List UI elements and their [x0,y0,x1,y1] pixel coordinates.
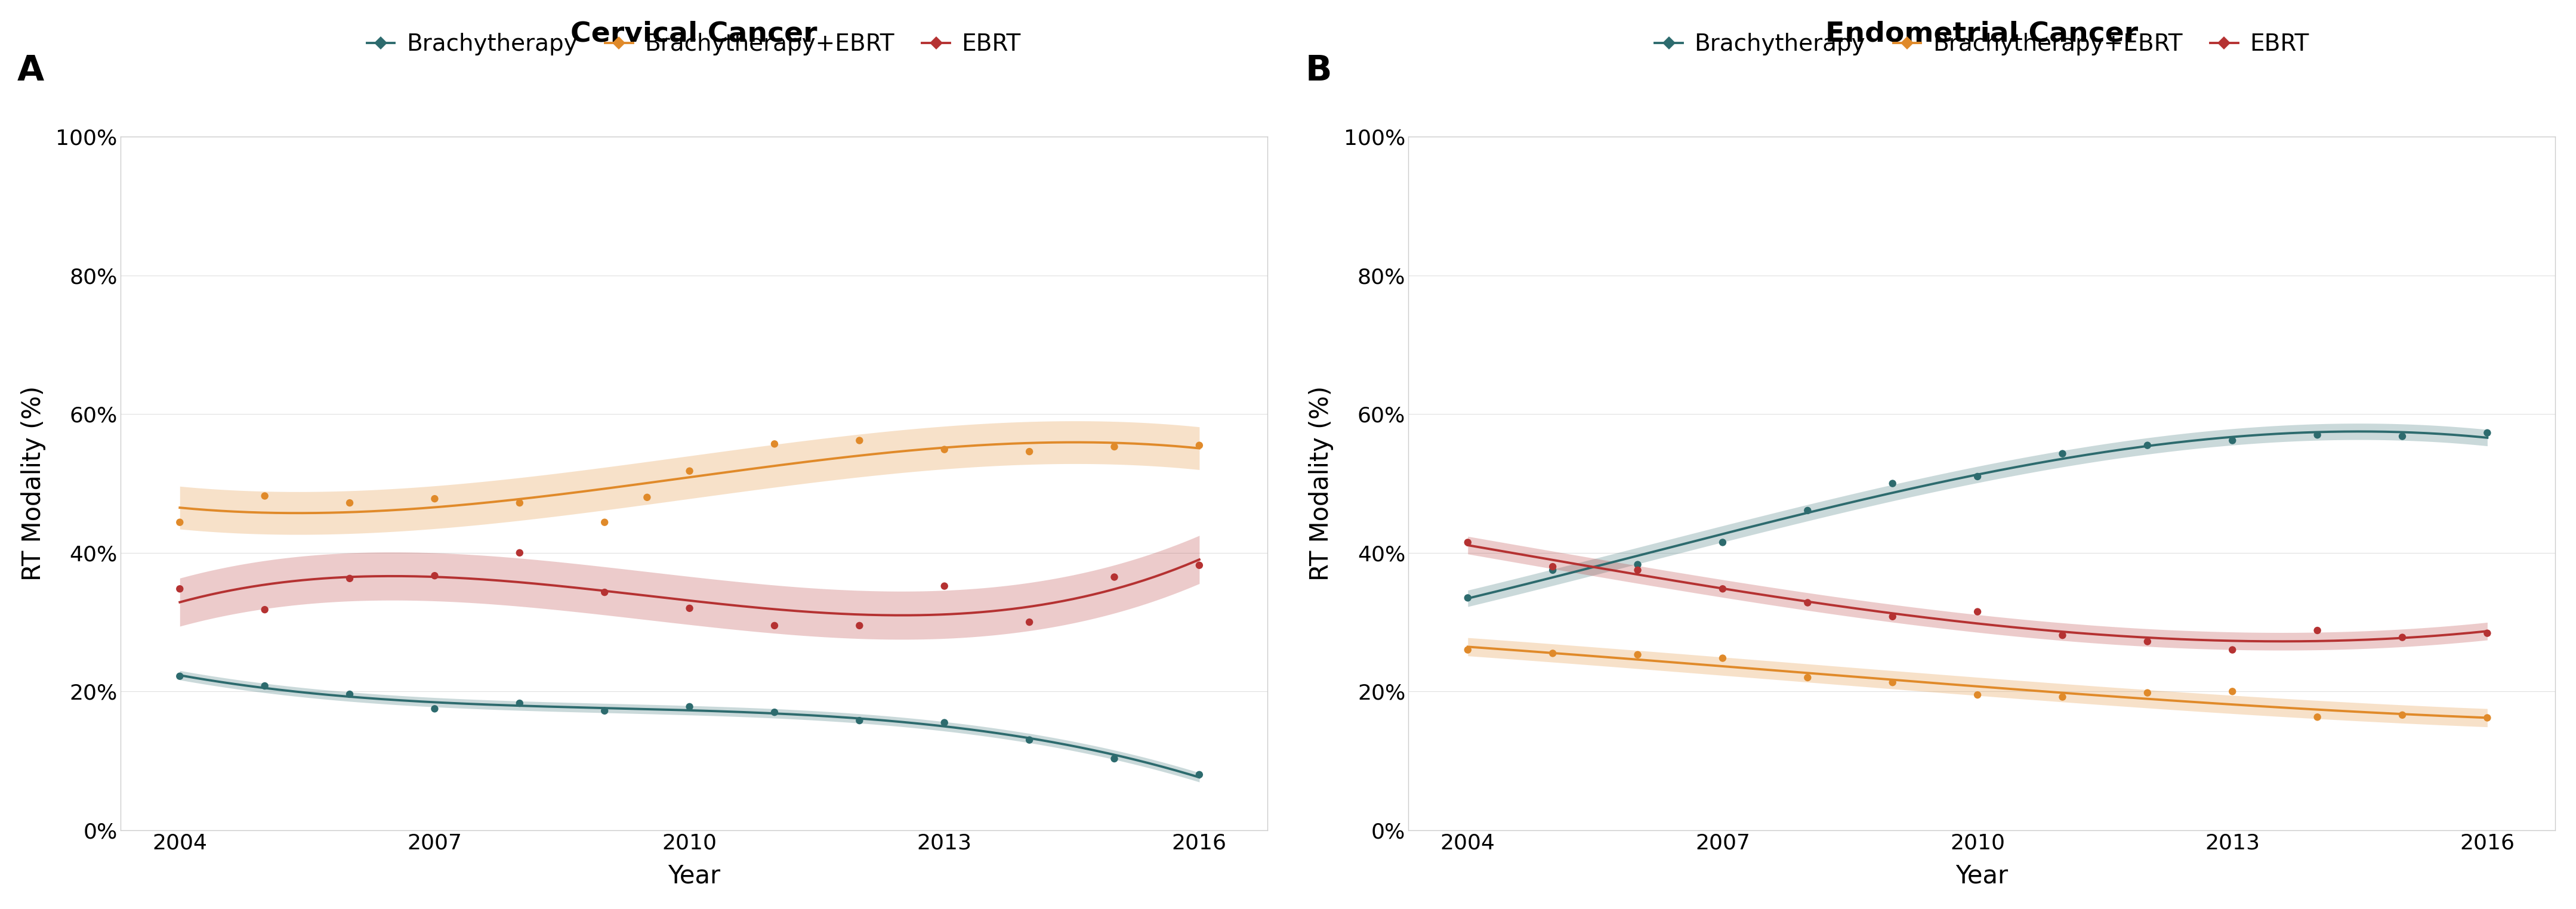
X-axis label: Year: Year [667,864,721,888]
Point [1703,651,1744,665]
Point [585,704,626,718]
Point [2383,429,2424,444]
Y-axis label: RT Modality (%): RT Modality (%) [21,386,46,581]
Text: B: B [1306,54,1332,87]
Point [2213,434,2254,448]
Point [925,443,966,457]
Point [2468,711,2509,725]
Point [2298,428,2339,443]
Point [1095,570,1136,584]
Point [670,699,711,714]
Point [755,705,796,720]
Point [755,436,796,451]
Point [2213,684,2254,699]
Point [1448,643,1489,657]
Point [2128,438,2169,453]
Point [2383,708,2424,723]
Point [160,515,201,530]
Point [1873,476,1914,491]
Point [755,618,796,633]
Point [1788,670,1829,684]
Point [1958,469,1999,484]
Point [1788,504,1829,518]
Point [585,585,626,600]
Point [330,571,371,585]
Title: Endometrial Cancer: Endometrial Cancer [1826,21,2138,47]
Point [160,582,201,596]
Legend: Brachytherapy, Brachytherapy+EBRT, EBRT: Brachytherapy, Brachytherapy+EBRT, EBRT [1646,24,2318,65]
Legend: Brachytherapy, Brachytherapy+EBRT, EBRT: Brachytherapy, Brachytherapy+EBRT, EBRT [358,24,1030,65]
Point [330,495,371,510]
Point [245,679,286,694]
Point [1010,445,1051,459]
Point [670,464,711,478]
Point [2383,630,2424,644]
Point [1703,535,1744,550]
Point [415,702,456,716]
X-axis label: Year: Year [1955,864,2009,888]
Point [245,603,286,617]
Point [1095,752,1136,766]
Point [2468,425,2509,440]
Y-axis label: RT Modality (%): RT Modality (%) [1309,386,1334,581]
Point [925,579,966,594]
Point [1618,563,1659,577]
Point [1180,438,1221,453]
Point [500,545,541,560]
Text: A: A [18,54,44,87]
Point [2298,624,2339,638]
Point [840,714,881,728]
Point [2043,690,2084,704]
Point [670,601,711,615]
Point [245,489,286,504]
Point [1180,767,1221,782]
Point [1448,535,1489,550]
Point [1618,647,1659,662]
Point [2128,685,2169,700]
Point [1010,614,1051,629]
Title: Cervical Cancer: Cervical Cancer [569,21,817,47]
Point [2298,710,2339,724]
Point [840,618,881,633]
Point [1180,558,1221,573]
Point [1095,439,1136,454]
Point [2043,446,2084,461]
Point [1958,688,1999,703]
Point [1010,733,1051,747]
Point [626,490,667,504]
Point [2128,634,2169,649]
Point [1703,582,1744,596]
Point [1533,563,1574,577]
Point [1788,595,1829,610]
Point [500,495,541,510]
Point [415,492,456,506]
Point [500,696,541,711]
Point [925,715,966,730]
Point [2213,643,2254,657]
Point [330,687,371,702]
Point [2468,626,2509,641]
Point [1533,646,1574,661]
Point [1873,609,1914,624]
Point [2043,628,2084,643]
Point [415,568,456,583]
Point [1958,604,1999,619]
Point [1448,591,1489,605]
Point [1533,559,1574,574]
Point [1873,675,1914,690]
Point [585,515,626,530]
Point [840,434,881,448]
Point [1618,557,1659,572]
Point [160,669,201,684]
